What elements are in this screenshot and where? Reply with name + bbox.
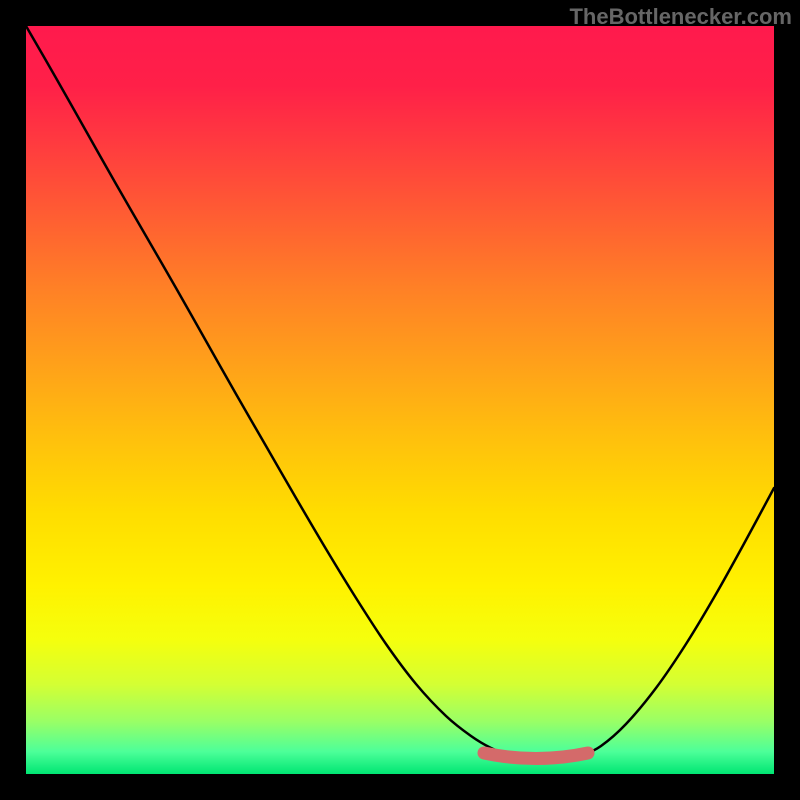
chart-container: TheBottlenecker.com (0, 0, 800, 800)
optimal-range-marker (484, 753, 588, 759)
watermark-text: TheBottlenecker.com (569, 4, 792, 30)
chart-svg (26, 26, 774, 774)
plot-area (26, 26, 774, 774)
